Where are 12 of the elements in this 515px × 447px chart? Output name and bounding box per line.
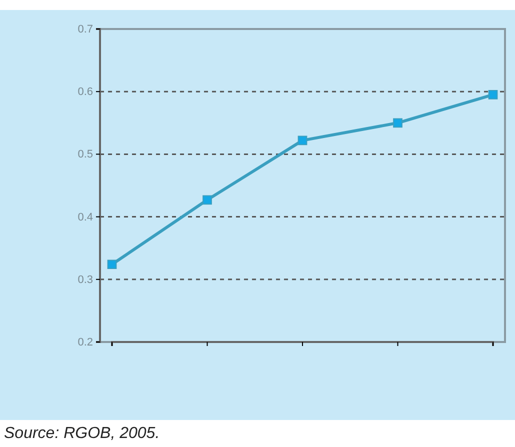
y-tick-label: 0.4 (78, 211, 93, 224)
y-tick-label: 0.5 (78, 148, 93, 161)
y-tick-label: 0.7 (78, 24, 93, 36)
y-tick-label: 0.2 (78, 336, 93, 349)
point (298, 136, 308, 146)
point (202, 195, 212, 205)
point (488, 90, 498, 100)
source-note: Source: RGOB, 2005. (4, 425, 160, 442)
point (393, 118, 402, 128)
y-tick-label: 0.6 (78, 86, 93, 98)
point (107, 260, 117, 270)
y-tick-label: 0.3 (78, 274, 93, 286)
